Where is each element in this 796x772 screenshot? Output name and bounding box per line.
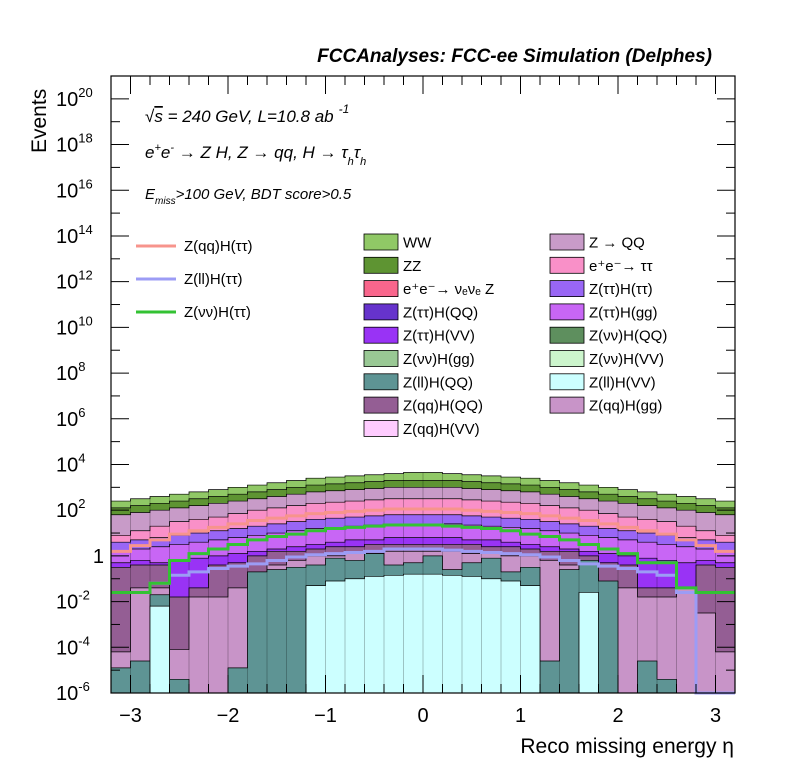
legend-swatch-e-e xyxy=(549,256,585,274)
legend-swatch-z-ll-h-qq xyxy=(363,373,399,391)
y-tick-label: 1010 xyxy=(56,313,93,339)
legend-swatch-z-qq-h-vv xyxy=(363,419,399,437)
signal-line-z-h xyxy=(111,523,735,594)
x-tick-label: 3 xyxy=(710,705,721,727)
process-annotation: e+e- → Z H, Z → qq, H → τhτh xyxy=(145,142,366,168)
lumi-exponent: -1 xyxy=(339,102,350,116)
x-tick-label: 1 xyxy=(515,705,526,727)
legend-swatch-z-h-qq xyxy=(549,326,585,344)
axis-ticks xyxy=(110,75,736,694)
y-tick-label: 108 xyxy=(56,359,85,385)
y-tick-label: 10-4 xyxy=(56,633,90,659)
legend-label-z-h-vv: Z(ττ)H(VV) xyxy=(403,328,475,345)
y-axis-label: Events xyxy=(28,89,51,153)
legend-label-z-h: Z(νν)H(ττ) xyxy=(184,304,251,321)
legend-label-e-e-z: e⁺e⁻→ νₑνₑ Z xyxy=(403,281,494,298)
y-tick-label: 10-6 xyxy=(56,679,90,705)
y-tick-label: 1020 xyxy=(56,85,93,111)
legend-swatch-z-h-gg xyxy=(363,350,399,367)
x-tick-label: 2 xyxy=(612,705,623,727)
legend-label-z-h-qq: Z(νν)H(QQ) xyxy=(589,328,667,345)
legend-label-z-h-gg: Z(νν)H(gg) xyxy=(403,351,475,368)
legend-swatch-zz xyxy=(363,256,399,274)
legend-label-z-ll-h-vv: Z(ll)H(VV) xyxy=(589,374,656,391)
legend-swatch-z-qq-h-gg xyxy=(549,396,585,414)
y-tick-label: 102 xyxy=(56,496,85,522)
legend-swatch-e-e-z xyxy=(363,280,399,298)
y-tick-label: 1012 xyxy=(56,268,93,294)
sqrt-symbol: √ xyxy=(145,107,155,126)
legend-swatch-z-ll-h-vv xyxy=(549,373,585,391)
legend-label-zz: ZZ xyxy=(403,258,421,275)
signal-lines xyxy=(111,507,735,695)
y-tick-label: 104 xyxy=(56,450,85,476)
y-tick-label: 1016 xyxy=(56,176,93,202)
legend-label-z-h-qq: Z(ττ)H(QQ) xyxy=(403,304,478,321)
legend-swatch-ww xyxy=(363,233,399,251)
legend-swatch-z-h-gg xyxy=(549,303,585,321)
y-tick-labels: 10-6 10-4 10-21 102 104 106 108 1010 1012 1014 101… xyxy=(56,85,104,705)
legend-label-z-h: Z(ττ)H(ττ) xyxy=(589,281,653,298)
sqrt-s-symbol: s xyxy=(154,107,163,126)
x-tick-label: 0 xyxy=(417,705,428,727)
background-legend: WW Z → QQ ZZ e⁺e⁻→ ττ e⁺e⁻→ νₑνₑ Z Z(ττ)H(ττ)… xyxy=(363,233,667,438)
legend-label-z-qq: Z → QQ xyxy=(589,235,645,252)
legend-label-z-qq-h-vv: Z(qq)H(VV) xyxy=(403,421,480,438)
x-tick-labels: −3 −2 −1 0 1 2 3 xyxy=(119,705,721,727)
y-tick-label: 1018 xyxy=(56,131,93,157)
legend-label-ww: WW xyxy=(403,235,432,252)
legend-label-z-qq-h-gg: Z(qq)H(gg) xyxy=(589,398,662,415)
legend-label-z-h-vv: Z(νν)H(VV) xyxy=(589,351,664,368)
legend-label-e-e: e⁺e⁻→ ττ xyxy=(589,258,653,275)
legend-swatch-z-h-vv xyxy=(363,326,399,344)
legend-label-z-ll-h: Z(ll)H(ττ) xyxy=(184,271,243,288)
legend-swatch-z-qq xyxy=(549,233,585,251)
y-tick-label: 10-2 xyxy=(56,588,90,614)
selection-annotation: Emiss>100 GeV, BDT score>0.5 xyxy=(145,186,352,207)
y-tick-label: 1014 xyxy=(56,222,93,248)
signal-legend: Z(qq)H(ττ) Z(ll)H(ττ) Z(νν)H(ττ) xyxy=(136,238,253,321)
energy-lumi-text: = 240 GeV, L=10.8 ab xyxy=(163,107,334,126)
stacked-histogram-bands xyxy=(110,472,736,694)
legend-swatch-z-h-vv xyxy=(549,350,585,367)
legend-label-z-qq-h: Z(qq)H(ττ) xyxy=(184,238,253,255)
sqrt-s-annotation: √s = 240 GeV, L=10.8 ab -1 xyxy=(145,102,349,126)
legend-swatch-z-h-qq xyxy=(363,303,399,321)
x-axis-label: Reco missing energy η xyxy=(520,735,734,758)
legend-label-z-h-gg: Z(ττ)H(gg) xyxy=(589,304,658,321)
legend-label-z-ll-h-qq: Z(ll)H(QQ) xyxy=(403,374,473,391)
signal-line-z-ll-h xyxy=(111,547,735,695)
signal-line-z-qq-h xyxy=(111,507,735,553)
x-tick-label: −2 xyxy=(217,705,240,727)
x-tick-label: −3 xyxy=(119,705,142,727)
y-tick-label: 1 xyxy=(93,546,104,568)
x-tick-label: −1 xyxy=(314,705,337,727)
legend-swatch-z-qq-h-qq xyxy=(363,396,399,414)
y-tick-label: 106 xyxy=(56,405,85,431)
chart-title: FCCAnalyses: FCC-ee Simulation (Delphes) xyxy=(317,46,712,67)
legend-label-z-qq-h-qq: Z(qq)H(QQ) xyxy=(403,398,483,415)
legend-swatch-z-h xyxy=(549,280,585,298)
